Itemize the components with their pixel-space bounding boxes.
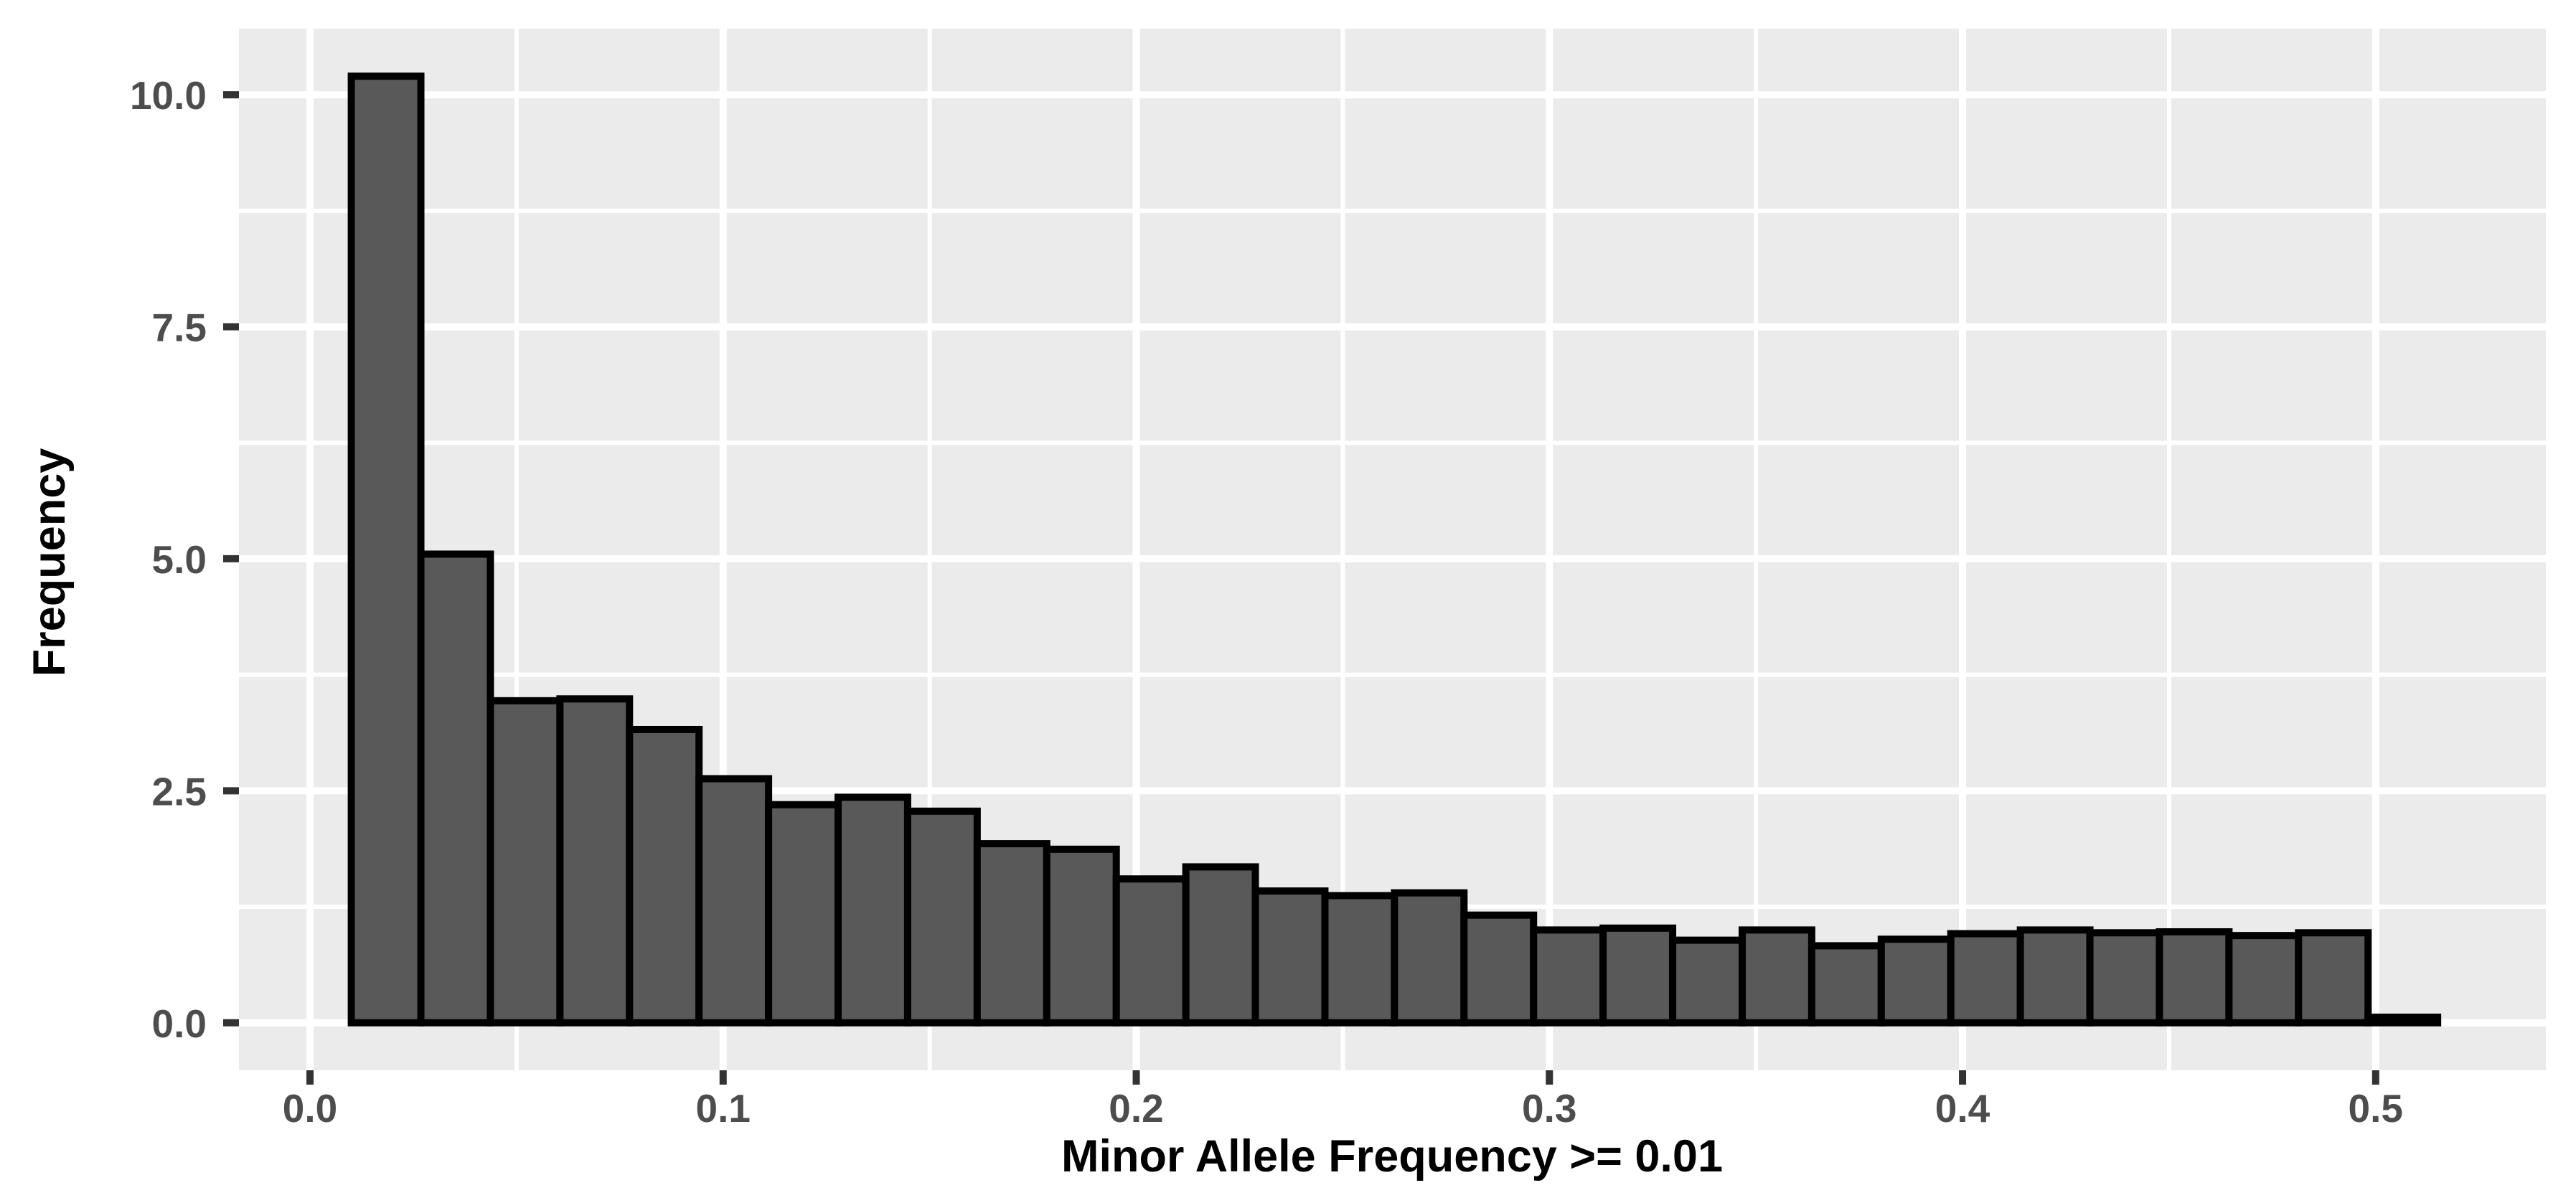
histogram-bar <box>556 695 634 1027</box>
x-tick-label: 0.4 <box>1935 1086 1990 1131</box>
histogram-bar <box>2156 928 2233 1027</box>
histogram-bar <box>1043 845 1120 1027</box>
histogram-bar <box>347 72 425 1027</box>
histogram-bar <box>765 801 842 1027</box>
histogram-bar <box>1391 889 1468 1027</box>
y-axis-tick-labels: 0.0 2.5 5.0 7.5 10.0 <box>130 73 207 1046</box>
histogram-bars <box>347 72 2442 1027</box>
histogram-bar <box>1947 930 2024 1027</box>
histogram-bar <box>1738 926 1815 1027</box>
axis-tick-marks <box>223 91 2379 1085</box>
histogram-bar <box>626 725 703 1027</box>
histogram-bar <box>1530 926 1607 1027</box>
y-tick-label: 7.5 <box>152 306 207 350</box>
histogram-bar <box>1112 875 1190 1027</box>
histogram-bar <box>1251 887 1329 1027</box>
x-tick-label: 0.0 <box>283 1086 337 1131</box>
x-axis-title: Minor Allele Frequency >= 0.01 <box>1061 1131 1723 1181</box>
histogram-bar <box>417 550 494 1027</box>
y-axis-title: Frequency <box>24 448 75 677</box>
histogram-bar <box>2295 929 2372 1027</box>
histogram-bar <box>903 807 981 1027</box>
histogram-bar <box>973 840 1050 1027</box>
histogram-bar <box>2225 932 2303 1027</box>
histogram-bar <box>1321 892 1399 1027</box>
histogram-bar <box>486 697 564 1027</box>
histogram-bar <box>1182 863 1259 1027</box>
histogram-bar <box>695 775 773 1027</box>
y-tick-label: 0.0 <box>152 1001 207 1046</box>
histogram-bar <box>2086 929 2163 1027</box>
histogram-bar <box>2016 926 2094 1027</box>
histogram-bar <box>1669 936 1746 1027</box>
histogram-bar <box>1877 935 1955 1027</box>
histogram-bar <box>1599 924 1677 1027</box>
histogram-bar <box>1460 911 1538 1027</box>
x-tick-label: 0.2 <box>1109 1086 1163 1131</box>
histogram-bar <box>1808 942 1885 1027</box>
histogram-bar <box>835 793 911 1027</box>
x-tick-label: 0.5 <box>2349 1086 2403 1131</box>
y-tick-label: 10.0 <box>130 73 207 118</box>
histogram-bar <box>2364 1014 2442 1027</box>
x-tick-label: 0.3 <box>1522 1086 1576 1131</box>
y-tick-label: 5.0 <box>152 537 207 582</box>
x-axis-tick-labels: 0.0 0.1 0.2 0.3 0.4 0.5 <box>283 1086 2403 1131</box>
y-tick-label: 2.5 <box>152 769 207 813</box>
x-tick-label: 0.1 <box>696 1086 751 1131</box>
